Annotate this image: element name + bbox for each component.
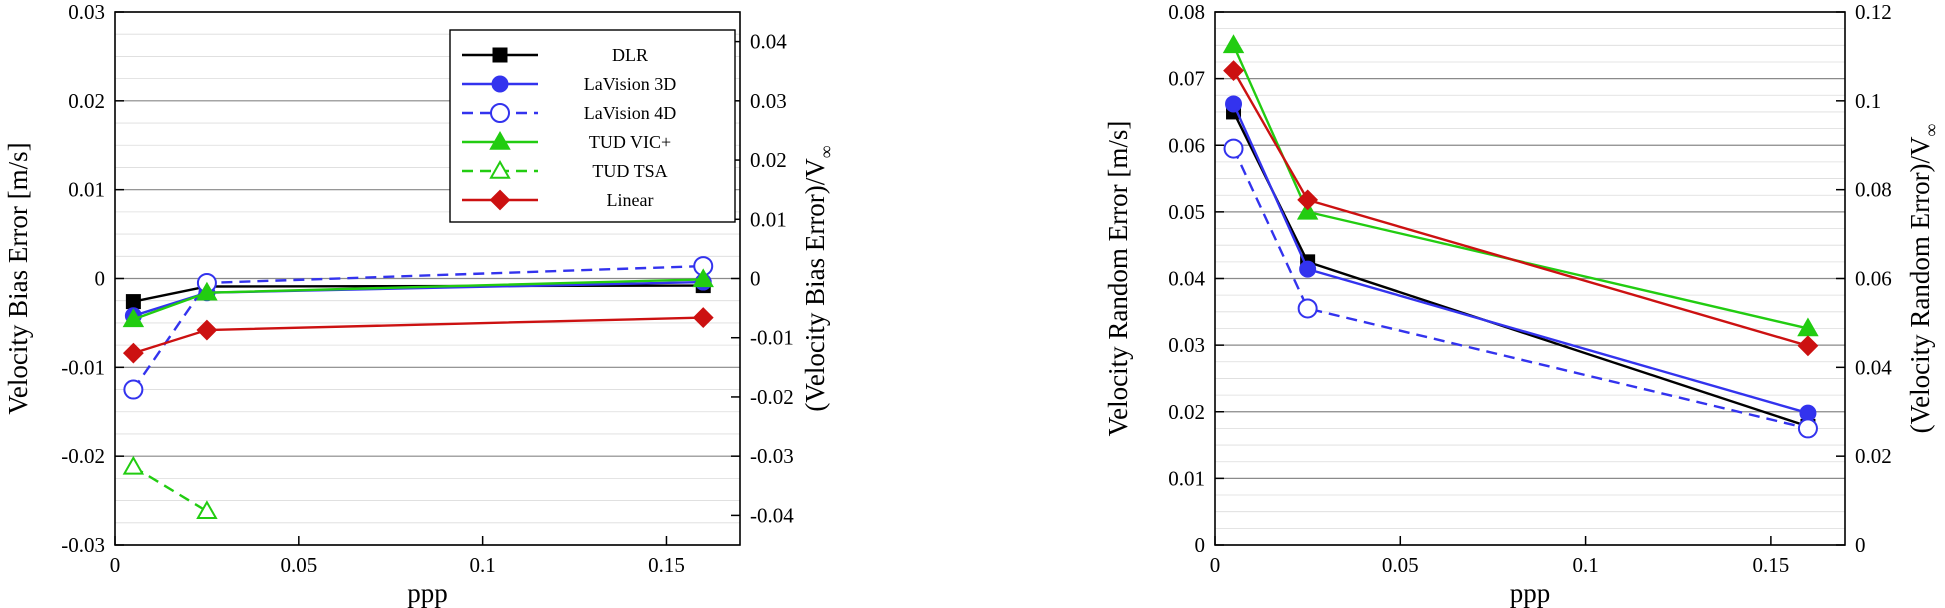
y2-tick-label: 0.01 xyxy=(750,207,787,231)
legend-label: LaVision 4D xyxy=(584,103,676,123)
y-tick-label: 0.02 xyxy=(68,89,105,113)
y2-tick-label: -0.04 xyxy=(750,503,794,527)
y2-tick-label: 0.02 xyxy=(750,148,787,172)
data-point xyxy=(1797,317,1819,337)
y2-tick-label: 0.04 xyxy=(1855,355,1892,379)
y-tick-label: 0 xyxy=(1195,533,1206,557)
y-tick-label: 0.04 xyxy=(1168,267,1205,291)
y-tick-label: -0.01 xyxy=(61,355,105,379)
data-point xyxy=(1222,34,1245,54)
chart-1: -0.03 -0.02 -0.01 0 0.01 0.02 0.03 -0.04 -0.03 -0… xyxy=(3,0,836,608)
data-point xyxy=(196,281,218,301)
series-line xyxy=(1232,111,1809,428)
series-linear xyxy=(1223,60,1819,357)
data-point xyxy=(122,455,145,475)
y2-tick-label: 0 xyxy=(1855,533,1866,557)
y-tick-label: 0.08 xyxy=(1168,0,1205,24)
series-tud-tsa xyxy=(122,455,218,519)
y-tick-label: 0.07 xyxy=(1168,67,1205,91)
x-tick-label: 0.1 xyxy=(470,553,496,577)
legend-marker xyxy=(489,130,511,150)
x-tick-label: 0.15 xyxy=(1753,553,1790,577)
y-tick-label: 0.03 xyxy=(68,0,105,24)
legend-label: LaVision 3D xyxy=(584,74,676,94)
y-tick-label: 0.03 xyxy=(1168,333,1205,357)
data-point xyxy=(1223,60,1244,82)
data-point xyxy=(1299,260,1317,278)
data-point xyxy=(1223,138,1244,159)
y-tick-label: -0.02 xyxy=(61,444,105,468)
y2-tick-label: 0.06 xyxy=(1855,267,1892,291)
y2-tick-label: -0.03 xyxy=(750,444,794,468)
legend-label: Linear xyxy=(607,190,654,210)
y2-axis-label: (Velocity Random Error)/V∞ xyxy=(1905,123,1941,433)
series-line xyxy=(1232,148,1809,430)
data-point xyxy=(1797,335,1819,357)
y-tick-label: 0 xyxy=(95,267,106,291)
x-axis-label: ppp xyxy=(407,578,448,608)
x-tick-label: 0 xyxy=(110,553,121,577)
series-line xyxy=(132,465,208,513)
series-linear xyxy=(122,307,714,364)
y-axis-label: Velocity Bias Error [m/s] xyxy=(3,142,33,414)
data-point xyxy=(1297,298,1318,319)
legend-marker xyxy=(490,103,510,123)
legend-label: DLR xyxy=(612,45,648,65)
y-tick-label: 0.05 xyxy=(1168,200,1205,224)
data-point xyxy=(122,308,145,328)
data-point xyxy=(1225,95,1243,113)
series-line xyxy=(1232,44,1809,330)
data-point xyxy=(692,268,714,288)
y2-tick-label: 0.08 xyxy=(1855,178,1892,202)
legend-label: TUD VIC+ xyxy=(589,132,671,152)
y-tick-label: 0.02 xyxy=(1168,400,1205,424)
series-tud-vic- xyxy=(1222,34,1819,337)
x-tick-label: 0.05 xyxy=(280,553,317,577)
y2-tick-label: 0.02 xyxy=(1855,444,1892,468)
data-point xyxy=(1797,418,1818,439)
y2-tick-label: -0.02 xyxy=(750,385,794,409)
x-tick-label: 0.1 xyxy=(1572,553,1598,577)
series-lavision-3d xyxy=(1225,95,1817,422)
y-tick-label: 0.01 xyxy=(1168,466,1205,490)
chart-2: 0 0.01 0.02 0.03 0.04 0.05 0.06 0.07 0.08 0 0.02 0.… xyxy=(1103,0,1941,608)
y2-axis-label: (Velocity Bias Error)/V∞ xyxy=(800,145,836,411)
data-point xyxy=(1296,200,1319,220)
y2-tick-label: 0.04 xyxy=(750,30,787,54)
data-point xyxy=(125,294,141,310)
y2-tick-label: 0.1 xyxy=(1855,89,1881,113)
series-tud-vic- xyxy=(122,268,714,328)
legend-marker xyxy=(491,75,509,93)
data-point xyxy=(196,319,218,341)
x-tick-label: 0 xyxy=(1210,553,1221,577)
x-tick-label: 0.15 xyxy=(648,553,685,577)
plot-frame xyxy=(1214,11,1846,546)
legend-label: TUD TSA xyxy=(592,161,667,181)
y2-tick-label: 0.03 xyxy=(750,89,787,113)
series-lavision-4d xyxy=(1223,138,1818,439)
legend-marker xyxy=(489,159,511,179)
y-tick-label: -0.03 xyxy=(61,533,105,557)
x-tick-label: 0.05 xyxy=(1382,553,1419,577)
data-point xyxy=(1799,404,1817,422)
y2-tick-label: -0.01 xyxy=(750,326,794,350)
data-point xyxy=(196,500,218,519)
x-axis-label: ppp xyxy=(1510,578,1551,608)
y-tick-label: 0.06 xyxy=(1168,133,1205,157)
legend-marker xyxy=(489,189,511,211)
data-point xyxy=(123,379,144,400)
plot-frame xyxy=(114,11,741,546)
y2-tick-label: 0 xyxy=(750,267,761,291)
data-point xyxy=(122,342,144,364)
legend: DLR LaVision 3D LaVision 4D TUD VIC+ TUD TSA… xyxy=(449,29,736,223)
series-line xyxy=(1232,103,1809,415)
data-point xyxy=(1297,189,1319,211)
data-point xyxy=(692,307,714,329)
legend-marker xyxy=(492,47,508,63)
y-axis-label: Velocity Random Error [m/s] xyxy=(1103,121,1133,437)
y-tick-label: 0.01 xyxy=(68,178,105,202)
y2-tick-label: 0.12 xyxy=(1855,0,1892,24)
